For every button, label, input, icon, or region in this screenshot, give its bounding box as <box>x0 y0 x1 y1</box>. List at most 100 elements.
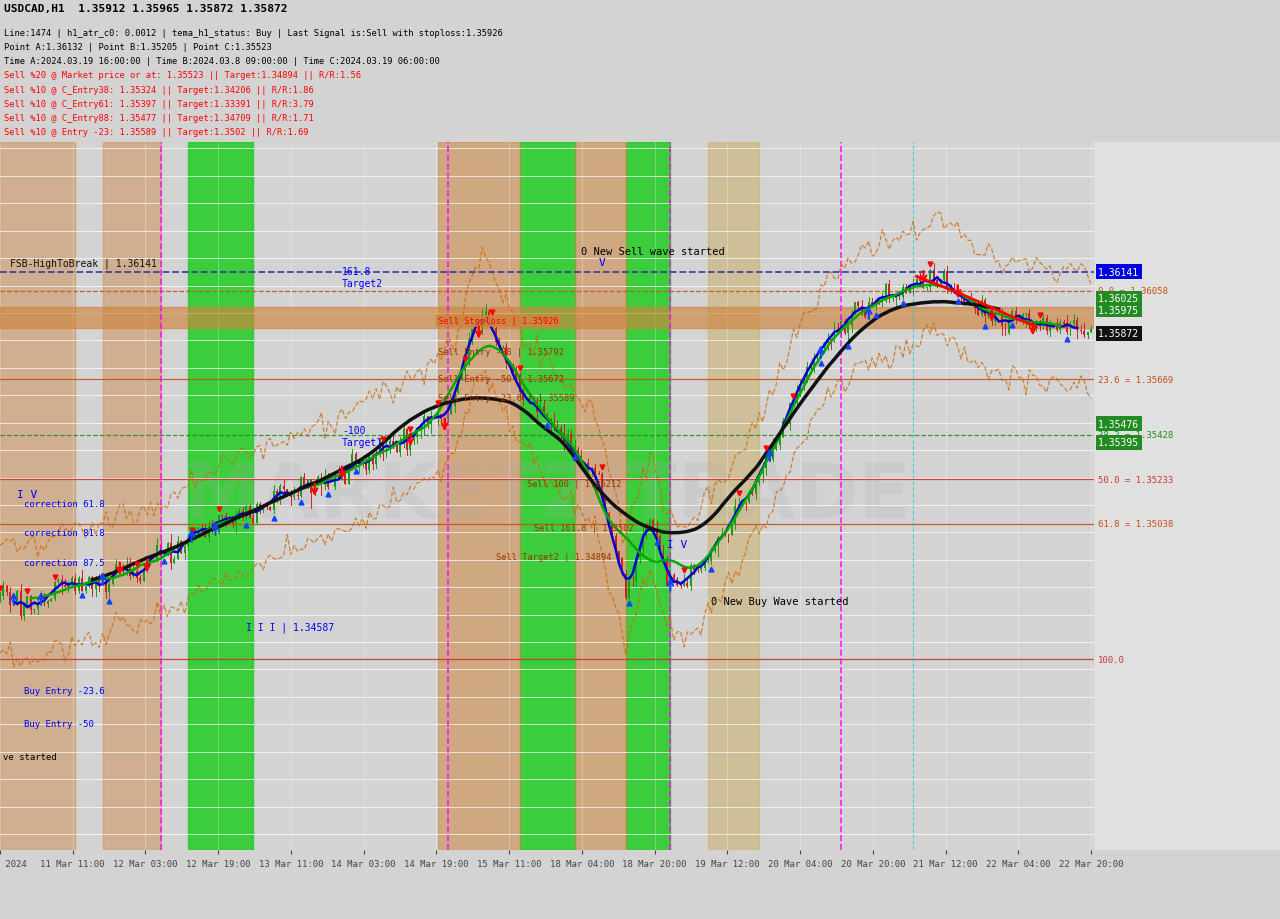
Text: V: V <box>599 257 605 267</box>
Bar <box>563 433 566 445</box>
Text: Sell Entry -88 | 1.35792: Sell Entry -88 | 1.35792 <box>438 347 563 357</box>
Bar <box>369 455 370 471</box>
Bar <box>498 342 500 347</box>
Bar <box>269 508 271 510</box>
Bar <box>799 385 801 393</box>
Bar <box>259 504 261 510</box>
Bar <box>1001 314 1004 326</box>
Bar <box>833 329 836 342</box>
Bar <box>207 526 210 538</box>
Bar <box>81 578 83 591</box>
Bar <box>895 297 897 300</box>
Bar <box>406 429 408 450</box>
Bar <box>884 284 887 302</box>
Bar <box>851 314 852 326</box>
Bar <box>115 564 118 575</box>
Bar <box>492 321 493 329</box>
Bar <box>549 420 552 425</box>
Bar <box>686 584 689 586</box>
Text: 1.36025: 1.36025 <box>1098 294 1139 304</box>
Bar <box>320 478 323 485</box>
Text: Buy Entry -23.6: Buy Entry -23.6 <box>24 686 105 695</box>
Bar <box>570 435 572 452</box>
Bar <box>1062 323 1065 324</box>
Bar <box>628 582 630 599</box>
Bar <box>136 571 138 578</box>
Bar <box>174 560 175 563</box>
Bar <box>177 541 179 560</box>
Bar <box>1056 327 1057 330</box>
Text: Sell 100 | 1.35212: Sell 100 | 1.35212 <box>526 480 621 489</box>
Bar <box>751 493 754 494</box>
Bar <box>758 475 760 483</box>
Bar <box>946 272 948 289</box>
Bar <box>307 481 308 487</box>
Bar <box>1052 323 1055 327</box>
Bar <box>365 461 367 471</box>
Bar <box>520 142 575 850</box>
Bar <box>643 535 644 550</box>
Bar <box>191 537 192 539</box>
Bar <box>649 520 650 525</box>
Bar <box>588 463 589 470</box>
Bar <box>102 142 161 850</box>
Bar <box>188 142 253 850</box>
Bar <box>721 534 723 539</box>
Text: Buy Entry -50: Buy Entry -50 <box>24 719 93 728</box>
Bar <box>344 472 347 484</box>
Bar <box>279 486 282 501</box>
Text: 23.6 = 1.35669: 23.6 = 1.35669 <box>1098 376 1174 384</box>
Bar <box>355 454 357 467</box>
Bar <box>980 301 983 315</box>
Bar <box>132 571 134 576</box>
Bar <box>594 469 596 473</box>
Bar <box>150 561 151 562</box>
Bar <box>1066 324 1068 333</box>
Bar <box>964 298 965 301</box>
Bar <box>1083 332 1085 335</box>
Bar <box>755 483 756 494</box>
Bar <box>827 340 828 344</box>
Bar <box>105 580 108 592</box>
Bar <box>684 584 685 586</box>
Bar <box>580 457 582 466</box>
Bar <box>933 270 934 280</box>
Bar <box>608 514 609 526</box>
Bar <box>864 313 867 318</box>
Bar <box>995 314 996 322</box>
Bar <box>680 585 681 586</box>
Bar <box>218 516 220 534</box>
Bar <box>436 415 439 416</box>
Text: Sell %10 @ C_Entry38: 1.35324 || Target:1.34206 || R/R:1.86: Sell %10 @ C_Entry38: 1.35324 || Target:… <box>4 85 314 95</box>
Bar <box>242 512 243 518</box>
Bar <box>1050 323 1051 332</box>
Bar <box>861 307 863 313</box>
Bar <box>929 270 931 288</box>
Text: 1.35395: 1.35395 <box>1098 437 1139 448</box>
Bar <box>54 583 55 599</box>
Bar <box>225 516 227 520</box>
Bar <box>984 301 986 317</box>
Bar <box>187 539 189 546</box>
Bar <box>451 406 452 414</box>
Bar <box>943 272 945 281</box>
Bar <box>735 506 736 525</box>
Bar <box>553 425 556 427</box>
Bar <box>351 454 353 467</box>
Bar <box>1091 330 1092 333</box>
Bar <box>776 446 777 449</box>
Bar <box>987 311 989 317</box>
Bar <box>823 344 826 348</box>
Text: 1.35975: 1.35975 <box>1098 305 1139 315</box>
Bar <box>160 546 161 556</box>
Bar <box>379 445 380 455</box>
Bar <box>447 414 449 420</box>
Bar <box>806 367 808 382</box>
Bar <box>50 599 52 601</box>
Bar <box>338 476 339 479</box>
Bar <box>403 429 404 444</box>
Bar <box>303 477 306 487</box>
Bar <box>577 450 579 457</box>
Bar <box>289 494 292 498</box>
Bar <box>653 520 654 529</box>
